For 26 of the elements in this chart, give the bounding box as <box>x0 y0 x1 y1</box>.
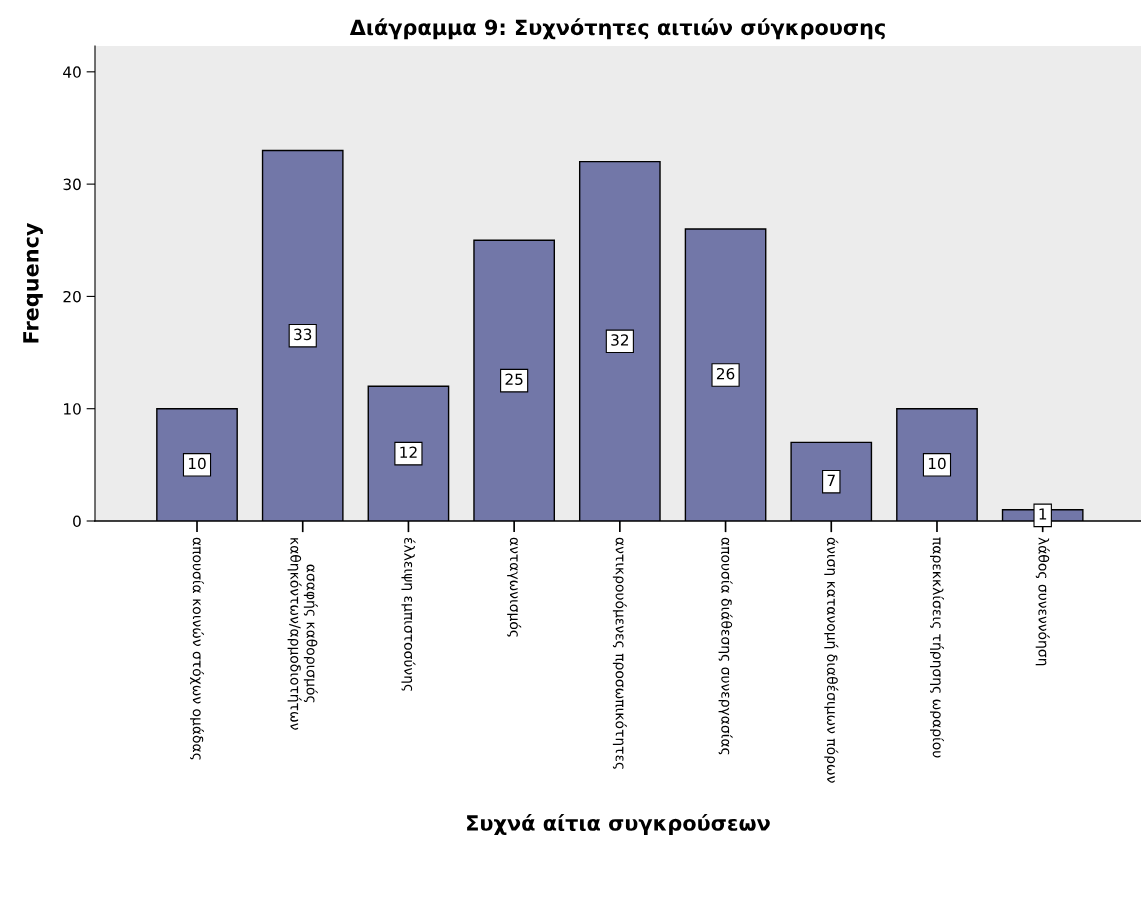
y-tick-label: 40 <box>63 66 81 78</box>
y-tick-label: 20 <box>63 290 81 303</box>
data-label: 33 <box>294 328 312 341</box>
y-tick-label: 30 <box>63 178 81 191</box>
x-tick-label: απουσία διάθεσης συνεργασίας <box>718 537 733 755</box>
x-tick-label: αντικρουόμενες προσωπικότητες <box>612 537 627 769</box>
data-label: 7 <box>827 474 835 486</box>
y-axis-title: Frequency <box>23 222 43 343</box>
data-label: 10 <box>928 457 946 470</box>
x-tick-label: απουσία κοινών στόχων ομάδας <box>190 537 205 760</box>
y-tick-label: 10 <box>64 403 81 415</box>
data-label: 1 <box>1039 508 1047 520</box>
x-tick-label: ασαφής καθορισμός καθηκόντων/αρμοδιοτήτων <box>287 538 318 730</box>
data-label: 26 <box>716 367 735 380</box>
x-tick-label: άνιση κατανομή διαθέσιμων πόρων <box>824 537 839 783</box>
data-label: 12 <box>400 446 417 458</box>
data-label: 10 <box>188 457 206 470</box>
x-tick-label: ανταγωνισμός <box>507 537 522 637</box>
x-tick-label: έλλειψη εμπιστοσύνης <box>401 537 416 691</box>
x-axis-title: Συχνά αίτια συγκρούσεων <box>467 813 770 835</box>
y-tick-label: 0 <box>73 515 81 528</box>
x-tick-label: παρεκκλίσεις τήρησης ωραρίου <box>929 537 944 758</box>
data-label: 25 <box>505 373 523 386</box>
x-tick-label: λάθος συνεννόηση <box>1035 537 1050 666</box>
data-label: 32 <box>611 334 629 346</box>
chart-title: Διάγραμμα 9: Συχνότητες αιτιών σύγκρουσης <box>349 18 885 40</box>
